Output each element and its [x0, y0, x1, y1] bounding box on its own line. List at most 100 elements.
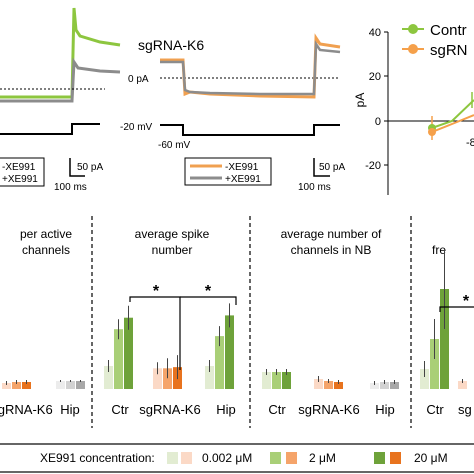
- scale-ms-left: 100 ms: [54, 182, 87, 193]
- p2-sgrna-k6-bar-1: [163, 368, 172, 389]
- legend-label-sgrna: sgRN: [430, 42, 468, 59]
- legend-label-control: Contr: [430, 22, 467, 39]
- dividers: [91, 216, 412, 428]
- p2-hip-bar-0: [205, 366, 214, 389]
- x-tick-label-partial: -8: [466, 137, 474, 149]
- p1-sgrna-bar-0: [2, 383, 11, 389]
- p2-ctr-bar-2: [124, 317, 133, 389]
- panel2-title-line1: average spike: [135, 227, 210, 241]
- legend-item-low: 0.002 μM: [202, 451, 252, 465]
- swatch-sg-mid: [286, 452, 297, 464]
- bracket-sgrna-hip: [180, 296, 237, 305]
- legend-plus-label-mid: +XE991: [225, 174, 261, 185]
- p1-hip-bar-1: [66, 381, 75, 389]
- scale-pa-mid: 50 pA: [319, 162, 345, 173]
- scale-pa-left: 50 pA: [77, 162, 103, 173]
- y-axis-label: pA: [353, 93, 367, 108]
- legend-plus-label: +XE991: [2, 174, 38, 185]
- xe991-trace: [0, 57, 121, 103]
- p3-ctr-bar-1: [272, 372, 281, 389]
- p4-cat-ctr: Ctr: [426, 402, 444, 417]
- sgrna-point: [428, 128, 436, 136]
- legend-marker-sgrna: [408, 44, 418, 54]
- panel-title-sgrna: sgRNA-K6: [138, 37, 204, 53]
- swatch-ctr-low: [167, 452, 178, 464]
- scale-bar-left: [69, 158, 85, 177]
- iv-plot: 40 20 0 -20 pA -8 Contr sgRN: [353, 22, 474, 195]
- plus-xe991-trace: [160, 40, 341, 96]
- p4-cat-sg: sg: [458, 402, 472, 417]
- p3-sgrna-bar-0: [314, 379, 323, 389]
- swatch-ctr-high: [374, 452, 385, 464]
- panel3-title-line2: channels in NB: [291, 243, 372, 257]
- zero-pa-label: 0 pA: [128, 74, 149, 85]
- tick-label-neg20: -20: [365, 160, 381, 172]
- legend-item-high: 20 μM: [414, 451, 448, 465]
- p3-hip-bar-2: [390, 382, 399, 389]
- sig-star-1: *: [153, 283, 160, 300]
- legend-box-left: [0, 157, 45, 187]
- p2-hip-bar-1: [215, 336, 224, 389]
- panel4-title-line1: fre: [432, 243, 446, 257]
- concentration-legend: XE991 concentration: 0.002 μM 2 μM 20 μM: [0, 443, 474, 473]
- tick-label-0: 0: [375, 116, 381, 128]
- p3-ctr-bar-2: [282, 372, 291, 389]
- p4-ctr-bar-0: [420, 369, 429, 389]
- panel3-title-line1: average number of: [281, 227, 382, 241]
- v-hold-label: -20 mV: [120, 122, 153, 133]
- panel1-title-line2: channels: [22, 243, 70, 257]
- p1-hip-bar-2: [76, 381, 85, 389]
- legend-marker-control: [408, 24, 418, 34]
- voltage-protocol: [0, 123, 100, 135]
- voltage-protocol-mid: [160, 124, 340, 136]
- swatch-sg-high: [390, 452, 401, 464]
- p4-sg-bar-0: [458, 381, 467, 389]
- p1-sgrna-bar-2: [22, 382, 31, 389]
- sig-star-2: *: [205, 283, 212, 300]
- legend-title: XE991 concentration:: [40, 451, 155, 465]
- control-iv-line: [431, 99, 474, 129]
- p2-sgrna-k6-bar-0: [153, 368, 162, 389]
- swatch-ctr-mid: [270, 452, 281, 464]
- trace-panel-sgrna: sgRNA-K6 0 pA -20 mV -60 mV -XE991 +XE99…: [120, 33, 345, 193]
- p3-sgrna-bar-2: [334, 382, 343, 389]
- p1-cat-hip: Hip: [60, 402, 80, 417]
- v-step-label: -60 mV: [158, 140, 191, 151]
- tick-label-20: 20: [369, 71, 381, 83]
- scale-bar-mid: [313, 158, 330, 177]
- p1-cat-sgrna: sgRNA-K6: [0, 402, 53, 417]
- bar-groups: [2, 249, 467, 389]
- legend-minus-label-mid: -XE991: [225, 162, 259, 173]
- p3-cat-ctr: Ctr: [268, 402, 286, 417]
- p3-hip-bar-0: [370, 383, 379, 389]
- p2-ctr-bar-0: [104, 366, 113, 389]
- legend-minus-label: -XE991: [2, 162, 36, 173]
- p4-ctr-bar-1: [430, 339, 439, 389]
- p2-cat-sgrna: sgRNA-K6: [139, 402, 200, 417]
- legend-box-mid: [184, 157, 272, 186]
- trace-panel-left: -XE991 +XE991 50 pA 100 ms: [0, 7, 121, 193]
- panel1-title-line1: per active: [20, 227, 72, 241]
- swatch-sg-low: [181, 452, 192, 464]
- sgrna-iv-line: [431, 114, 474, 133]
- tick-label-40: 40: [369, 27, 381, 39]
- sig-star-3: *: [463, 293, 470, 310]
- p2-ctr-bar-1: [114, 329, 123, 389]
- panel2-title-line2: number: [152, 243, 193, 257]
- p3-ctr-bar-0: [262, 372, 271, 389]
- p1-sgrna-bar-1: [12, 382, 21, 389]
- p3-hip-bar-1: [380, 382, 389, 389]
- p2-cat-ctr: Ctr: [111, 402, 129, 417]
- scale-ms-mid: 100 ms: [298, 182, 331, 193]
- p3-cat-hip: Hip: [375, 402, 395, 417]
- control-trace: [0, 7, 121, 99]
- p3-cat-sgrna: sgRNA-K6: [298, 402, 359, 417]
- bracket-ctr-sgrna: [129, 296, 181, 370]
- p3-sgrna-bar-1: [324, 381, 333, 389]
- p4-ctr-bar-2: [440, 289, 449, 389]
- p1-hip-bar-0: [56, 381, 65, 389]
- p2-hip-bar-2: [225, 315, 234, 389]
- bracket-panel4: [439, 306, 474, 312]
- legend-item-mid: 2 μM: [309, 451, 336, 465]
